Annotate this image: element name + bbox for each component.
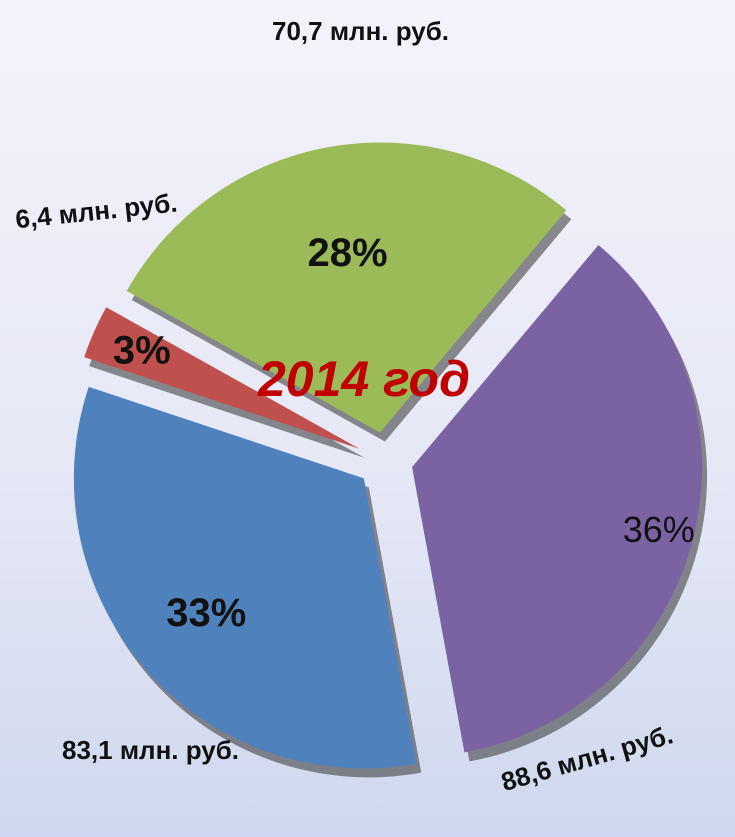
slice-label: 33% <box>166 591 246 635</box>
slice <box>126 142 567 433</box>
slice-label: 36% <box>623 509 695 550</box>
amount-label: 83,1 млн. руб. <box>62 735 240 765</box>
slice <box>73 386 417 769</box>
slice <box>84 307 360 449</box>
amount-label: 70,7 млн. руб. <box>272 16 450 46</box>
slice <box>412 244 703 753</box>
slice-label: 3% <box>113 328 171 372</box>
chart-title: 2014 год <box>258 351 471 407</box>
slice-label: 28% <box>307 231 387 275</box>
